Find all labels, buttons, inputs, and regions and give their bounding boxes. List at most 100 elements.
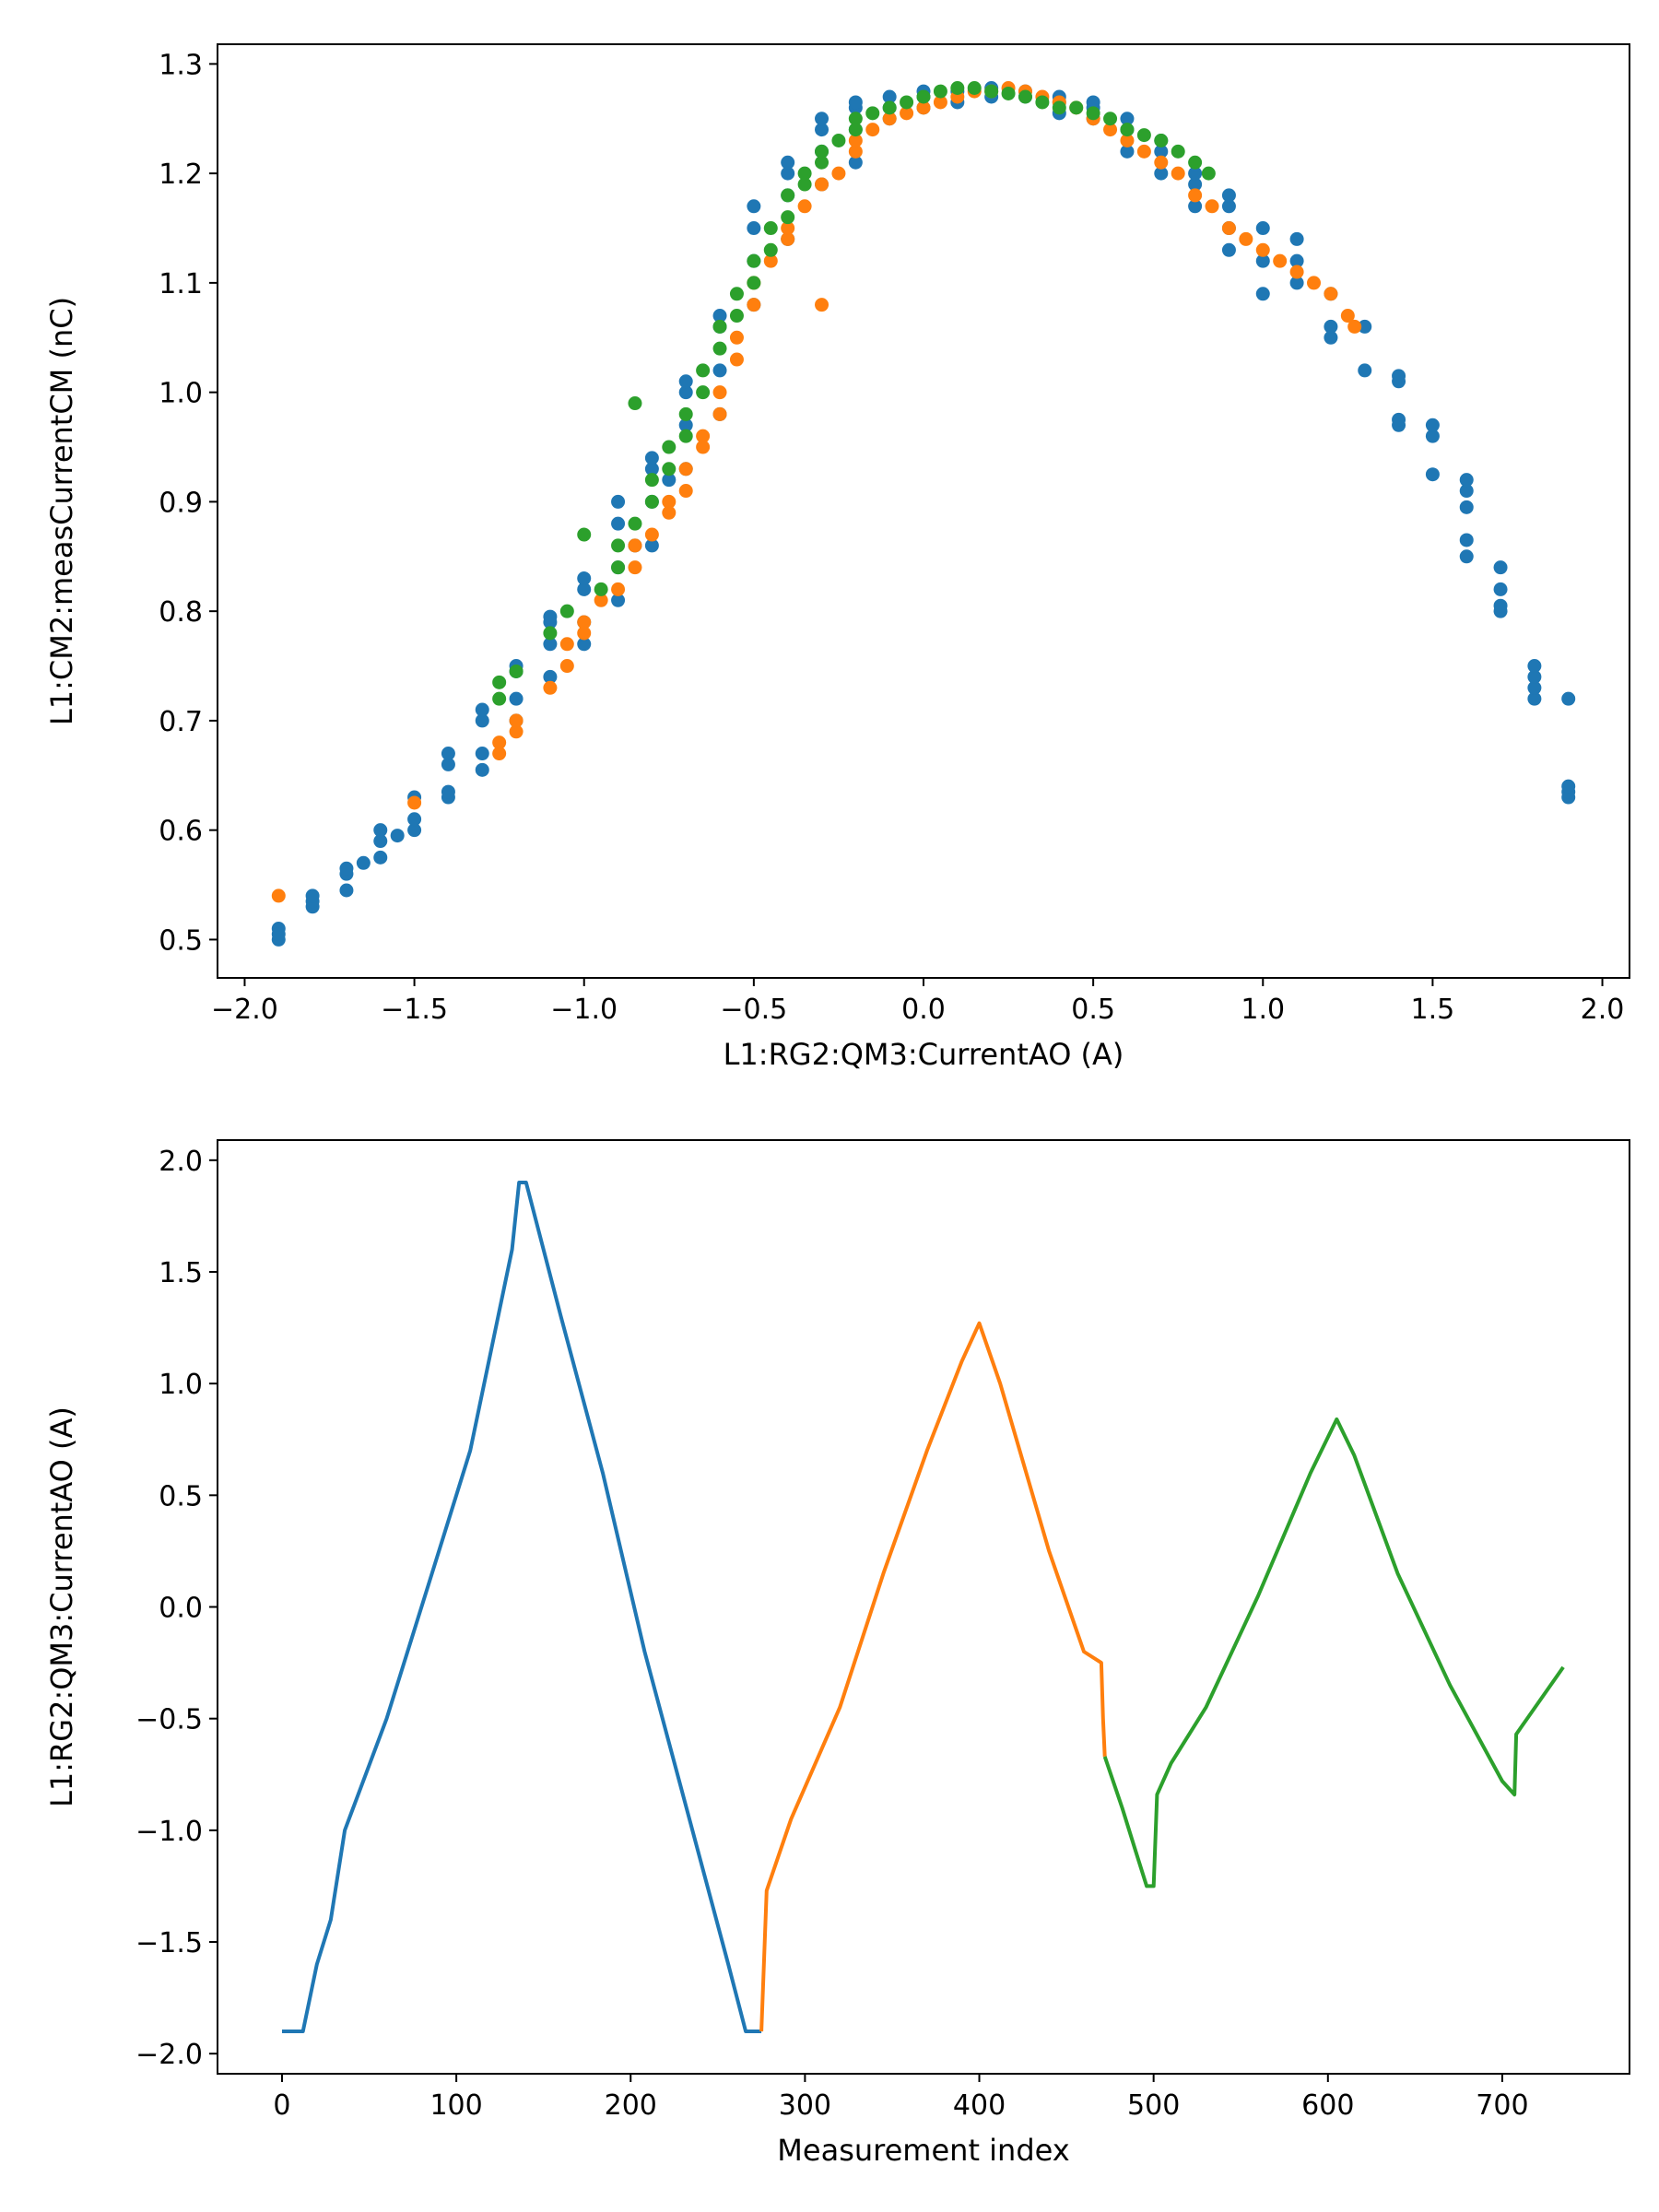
scatter-point bbox=[865, 106, 880, 121]
scatter-point bbox=[1188, 166, 1203, 181]
scatter-point bbox=[763, 253, 778, 268]
scatter-point bbox=[984, 84, 999, 99]
scatter-point bbox=[1347, 319, 1362, 334]
x-tick-label: −1.5 bbox=[381, 994, 448, 1026]
scatter-point bbox=[543, 637, 558, 652]
scatter-point bbox=[1018, 89, 1032, 104]
scatter-point bbox=[475, 713, 489, 728]
scatter-point bbox=[848, 123, 863, 137]
scatter-point bbox=[1493, 560, 1508, 575]
scatter-point bbox=[1324, 330, 1338, 345]
y-tick-label: 0.0 bbox=[159, 1593, 203, 1625]
y-tick-label: −1.5 bbox=[135, 1927, 203, 1959]
scatter-point bbox=[390, 829, 405, 843]
scatter-point bbox=[882, 112, 897, 126]
scatter-point bbox=[678, 418, 693, 432]
x-tick-label: −1.0 bbox=[550, 994, 618, 1026]
scatter-point bbox=[1273, 253, 1288, 268]
x-tick-label: 0.5 bbox=[1071, 994, 1115, 1026]
scatter-point bbox=[577, 571, 592, 586]
scatter-series-2 bbox=[492, 81, 1216, 706]
scatter-point bbox=[815, 155, 830, 170]
scatter-point bbox=[1120, 112, 1135, 126]
scatter-point bbox=[781, 221, 795, 236]
x-tick-label: 2.0 bbox=[1581, 994, 1625, 1026]
x-tick-label: 1.5 bbox=[1411, 994, 1455, 1026]
scatter-point bbox=[1069, 100, 1084, 115]
scatter-point bbox=[577, 615, 592, 629]
scatter-point bbox=[815, 123, 830, 137]
scatter-point bbox=[781, 166, 795, 181]
scatter-point bbox=[848, 155, 863, 170]
scatter-point bbox=[509, 664, 524, 678]
scatter-point bbox=[356, 855, 371, 870]
scatter-point bbox=[781, 231, 795, 246]
scatter-point bbox=[509, 724, 524, 739]
x-axis-label: Measurement index bbox=[777, 2133, 1069, 2168]
scatter-point bbox=[1171, 166, 1185, 181]
scatter-point bbox=[1425, 467, 1440, 482]
scatter-point bbox=[815, 112, 830, 126]
scatter-point bbox=[492, 691, 507, 706]
scatter-point bbox=[644, 462, 659, 477]
scatter-point bbox=[712, 406, 727, 421]
y-tick-label: 1.3 bbox=[159, 49, 203, 81]
scatter-point bbox=[611, 560, 626, 575]
scatter-point bbox=[1493, 598, 1508, 613]
scatter-point bbox=[678, 374, 693, 389]
scatter-point bbox=[1459, 473, 1474, 488]
scatter-point bbox=[509, 713, 524, 728]
scatter-point bbox=[1221, 242, 1236, 257]
y-tick-label: 0.6 bbox=[159, 816, 203, 848]
scatter-point bbox=[712, 309, 727, 324]
scatter-point bbox=[1340, 309, 1355, 324]
scatter-point bbox=[662, 494, 677, 509]
scatter-point bbox=[644, 538, 659, 553]
scatter-point bbox=[1459, 500, 1474, 514]
scatter-point bbox=[441, 757, 455, 771]
scatter-point bbox=[729, 352, 744, 367]
scatter-point bbox=[1136, 128, 1151, 143]
scatter-point bbox=[1392, 412, 1406, 427]
x-tick-label: 0.0 bbox=[901, 994, 946, 1026]
y-tick-label: 1.5 bbox=[159, 1257, 203, 1289]
x-tick-label: 200 bbox=[605, 2089, 657, 2122]
scatter-point bbox=[950, 81, 965, 96]
scatter-point bbox=[781, 210, 795, 225]
scatter-point bbox=[900, 106, 914, 121]
scatter-point bbox=[763, 221, 778, 236]
scatter-point bbox=[1120, 144, 1135, 159]
x-tick-label: 400 bbox=[953, 2089, 1006, 2122]
scatter-point bbox=[797, 177, 812, 192]
scatter-point bbox=[1052, 100, 1066, 115]
scatter-point bbox=[1358, 363, 1372, 378]
scatter-point bbox=[1459, 533, 1474, 547]
scatter-point bbox=[815, 177, 830, 192]
scatter-point bbox=[475, 747, 489, 761]
scatter-point bbox=[678, 429, 693, 443]
series-lines bbox=[282, 1181, 1565, 2033]
scatter-point bbox=[441, 747, 455, 761]
scatter-point bbox=[611, 516, 626, 531]
scatter-point bbox=[1154, 144, 1169, 159]
scatter-point bbox=[271, 926, 286, 941]
scatter-point bbox=[1154, 134, 1169, 148]
scatter-point bbox=[373, 834, 388, 849]
scatter-point bbox=[509, 691, 524, 706]
y-tick-label: 1.1 bbox=[159, 268, 203, 300]
scatter-point bbox=[747, 276, 761, 290]
scatter-point bbox=[662, 440, 677, 454]
scatter-point bbox=[831, 134, 846, 148]
scatter-point bbox=[644, 451, 659, 465]
line-panel: 0 100 200 300 400 500 600 700 −2.0 −1.5 −1.0 −0.5 0… bbox=[44, 1139, 1630, 2168]
scatter-point bbox=[492, 735, 507, 750]
scatter-point bbox=[543, 680, 558, 695]
scatter-point bbox=[559, 637, 574, 652]
scatter-point bbox=[644, 527, 659, 542]
scatter-point bbox=[797, 199, 812, 214]
y-axis-label: L1:RG2:QM3:CurrentAO (A) bbox=[44, 1406, 79, 1807]
scatter-point bbox=[492, 675, 507, 689]
scatter-point bbox=[1221, 188, 1236, 203]
scatter-point bbox=[1001, 86, 1016, 100]
